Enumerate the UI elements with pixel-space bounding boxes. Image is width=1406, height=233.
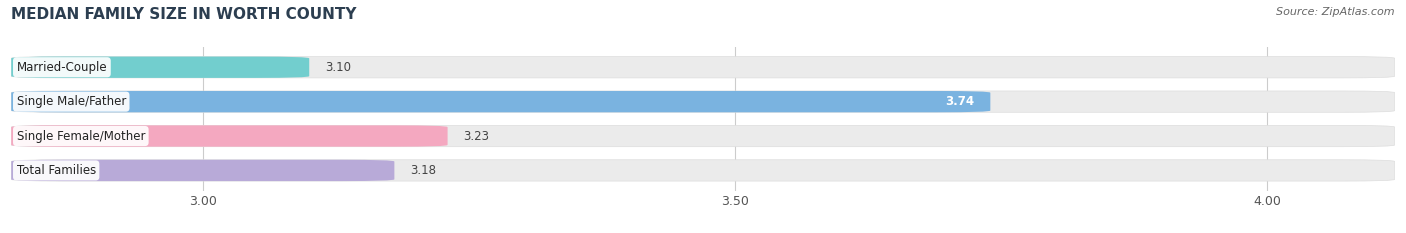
FancyBboxPatch shape <box>11 160 1395 181</box>
Text: 3.18: 3.18 <box>411 164 436 177</box>
FancyBboxPatch shape <box>11 57 1395 78</box>
Text: Single Female/Mother: Single Female/Mother <box>17 130 145 143</box>
FancyBboxPatch shape <box>11 57 309 78</box>
Text: Source: ZipAtlas.com: Source: ZipAtlas.com <box>1277 7 1395 17</box>
FancyBboxPatch shape <box>11 160 394 181</box>
Text: Total Families: Total Families <box>17 164 96 177</box>
Text: MEDIAN FAMILY SIZE IN WORTH COUNTY: MEDIAN FAMILY SIZE IN WORTH COUNTY <box>11 7 357 22</box>
FancyBboxPatch shape <box>11 91 1395 112</box>
Text: 3.74: 3.74 <box>945 95 974 108</box>
FancyBboxPatch shape <box>11 125 447 147</box>
FancyBboxPatch shape <box>11 125 1395 147</box>
FancyBboxPatch shape <box>11 91 990 112</box>
Text: Single Male/Father: Single Male/Father <box>17 95 127 108</box>
Text: Married-Couple: Married-Couple <box>17 61 107 74</box>
Text: 3.10: 3.10 <box>325 61 352 74</box>
Text: 3.23: 3.23 <box>464 130 489 143</box>
